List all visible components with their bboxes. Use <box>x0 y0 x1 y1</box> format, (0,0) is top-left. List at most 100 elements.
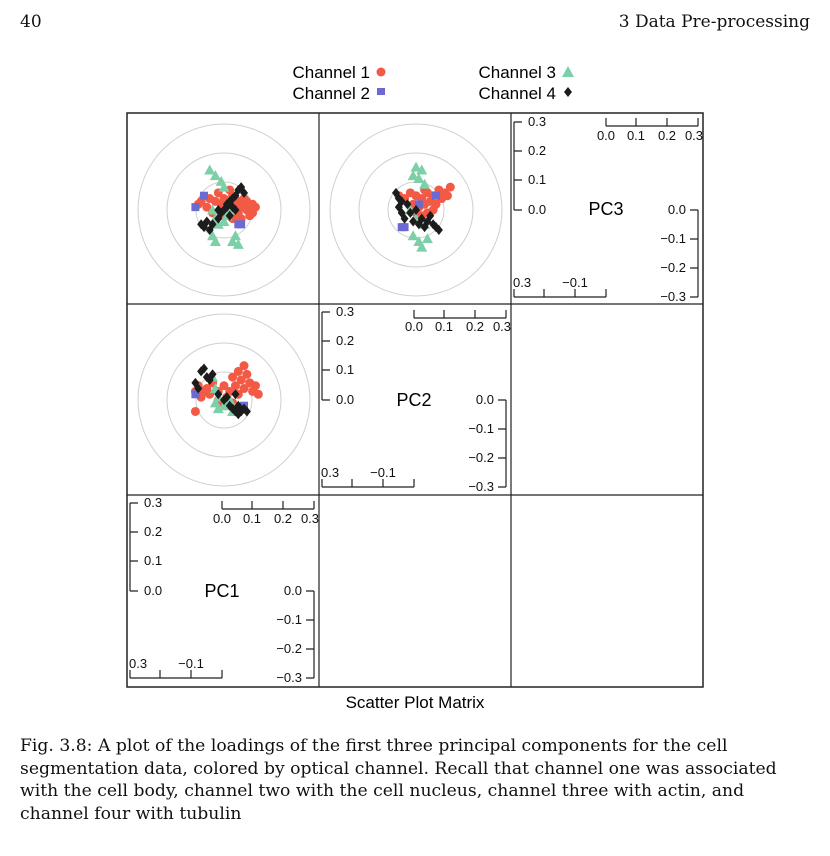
tick-label: 0.0 <box>528 202 546 217</box>
tick-label: −0.3 <box>660 289 686 304</box>
tick-label: 0.2 <box>658 128 676 143</box>
tick-label: 0.0 <box>144 583 162 598</box>
data-point-channel-3 <box>212 218 224 229</box>
legend-label-1: Channel 1 <box>292 63 370 82</box>
data-point-channel-1 <box>228 372 238 382</box>
data-point-channel-4 <box>409 216 418 227</box>
scatter-points <box>190 161 455 420</box>
tick-label: 0.1 <box>336 362 354 377</box>
tick-label: 0.3 <box>493 319 511 334</box>
tick-label: −0.1 <box>370 465 396 480</box>
tick-label: −0.2 <box>276 641 302 656</box>
data-point-channel-3 <box>218 215 230 226</box>
tick-label: 0.0 <box>476 392 494 407</box>
data-point-channel-3 <box>209 235 221 246</box>
data-point-channel-1 <box>230 381 240 391</box>
data-point-channel-2 <box>237 220 246 229</box>
tick-label: 0.2 <box>466 319 484 334</box>
diagonal-tick-labels: 0.3 0.2 0.1 0.0 0.0 0.1 0.2 0.3 0.0 −0.1… <box>129 114 703 685</box>
tick-label: −0.1 <box>468 421 494 436</box>
tick-label: 0.2 <box>528 143 546 158</box>
data-point-channel-4 <box>412 205 420 215</box>
data-point-channel-4 <box>225 210 234 221</box>
tick-label: 0.0 <box>213 511 231 526</box>
data-point-channel-3 <box>232 238 244 249</box>
legend-swatch-3 <box>562 66 574 77</box>
tick-label: 0.3 <box>301 511 319 526</box>
legend-label-4: Channel 4 <box>478 84 556 103</box>
data-point-channel-4 <box>403 199 412 210</box>
data-point-channel-4 <box>231 205 240 215</box>
scatter-plot-matrix-figure: Channel 1 Channel 2 Channel 3 Channel 4 <box>126 63 704 712</box>
page-header: 40 3 Data Pre-processing <box>20 12 810 40</box>
tick-label: −0.3 <box>276 670 302 685</box>
data-point-channel-4 <box>242 406 251 417</box>
data-point-channel-3 <box>207 204 219 215</box>
data-point-channel-3 <box>416 164 428 175</box>
data-point-channel-4 <box>420 222 429 233</box>
data-point-channel-2 <box>199 191 208 200</box>
legend-swatch-4 <box>564 87 572 97</box>
data-point-channel-4 <box>400 213 409 224</box>
tick-label: 0.2 <box>274 511 292 526</box>
tick-label: 0.1 <box>528 172 546 187</box>
data-point-channel-4 <box>231 389 240 400</box>
data-point-channel-3 <box>212 403 224 414</box>
data-point-channel-3 <box>407 230 419 241</box>
data-point-channel-2 <box>191 390 200 399</box>
data-point-channel-4 <box>406 207 415 218</box>
data-point-channel-1 <box>250 202 260 212</box>
legend-label-3: Channel 3 <box>478 63 556 82</box>
tick-label: 0.1 <box>435 319 453 334</box>
data-point-channel-3 <box>419 178 431 189</box>
data-point-channel-1 <box>242 369 252 379</box>
tick-label: −0.1 <box>660 231 686 246</box>
data-point-channel-3 <box>218 181 230 192</box>
tick-label: 0.0 <box>668 202 686 217</box>
data-point-channel-4 <box>214 205 223 215</box>
data-point-channel-1 <box>239 361 249 371</box>
tick-label: 0.0 <box>405 319 423 334</box>
legend-label-2: Channel 2 <box>292 84 370 103</box>
panel-label-pc1: PC1 <box>204 581 239 601</box>
data-point-channel-4 <box>194 383 203 394</box>
data-point-channel-4 <box>214 389 223 400</box>
panel-circles <box>137 123 503 487</box>
tick-label: 0.1 <box>627 128 645 143</box>
data-point-channel-2 <box>414 200 423 209</box>
data-point-channel-4 <box>234 400 243 411</box>
tick-label: 0.0 <box>284 583 302 598</box>
data-point-channel-1 <box>442 191 452 201</box>
tick-label: −0.2 <box>468 450 494 465</box>
legend-swatch-2 <box>377 88 385 95</box>
data-point-channel-1 <box>225 185 235 195</box>
data-point-channel-4 <box>199 363 208 374</box>
data-point-channel-2 <box>432 191 441 200</box>
data-point-channel-4 <box>426 210 435 221</box>
tick-label: 0.1 <box>144 553 162 568</box>
tick-label: −0.1 <box>562 275 588 290</box>
diagonal-axes <box>129 118 699 679</box>
data-point-channel-3 <box>421 233 433 244</box>
data-point-channel-3 <box>209 170 221 181</box>
data-point-channel-3 <box>227 235 239 246</box>
data-point-channel-4 <box>208 369 217 380</box>
tick-label: −0.1 <box>276 612 302 627</box>
data-point-channel-3 <box>407 170 419 181</box>
tick-label: 0.2 <box>336 333 354 348</box>
tick-label: 0.3 <box>129 656 147 671</box>
tick-label: 0.3 <box>528 114 546 129</box>
tick-label: 0.3 <box>513 275 531 290</box>
data-point-channel-2 <box>400 223 409 232</box>
data-point-channel-1 <box>445 182 455 192</box>
tick-label: 0.0 <box>336 392 354 407</box>
data-point-channel-2 <box>191 203 200 212</box>
data-point-channel-4 <box>202 216 211 227</box>
tick-label: 0.3 <box>321 465 339 480</box>
data-point-channel-4 <box>208 219 217 230</box>
data-point-channel-1 <box>190 406 200 416</box>
data-point-channel-4 <box>434 225 443 236</box>
data-point-channel-3 <box>413 173 425 184</box>
data-point-channel-1 <box>253 389 263 399</box>
matrix-frame <box>126 112 704 688</box>
